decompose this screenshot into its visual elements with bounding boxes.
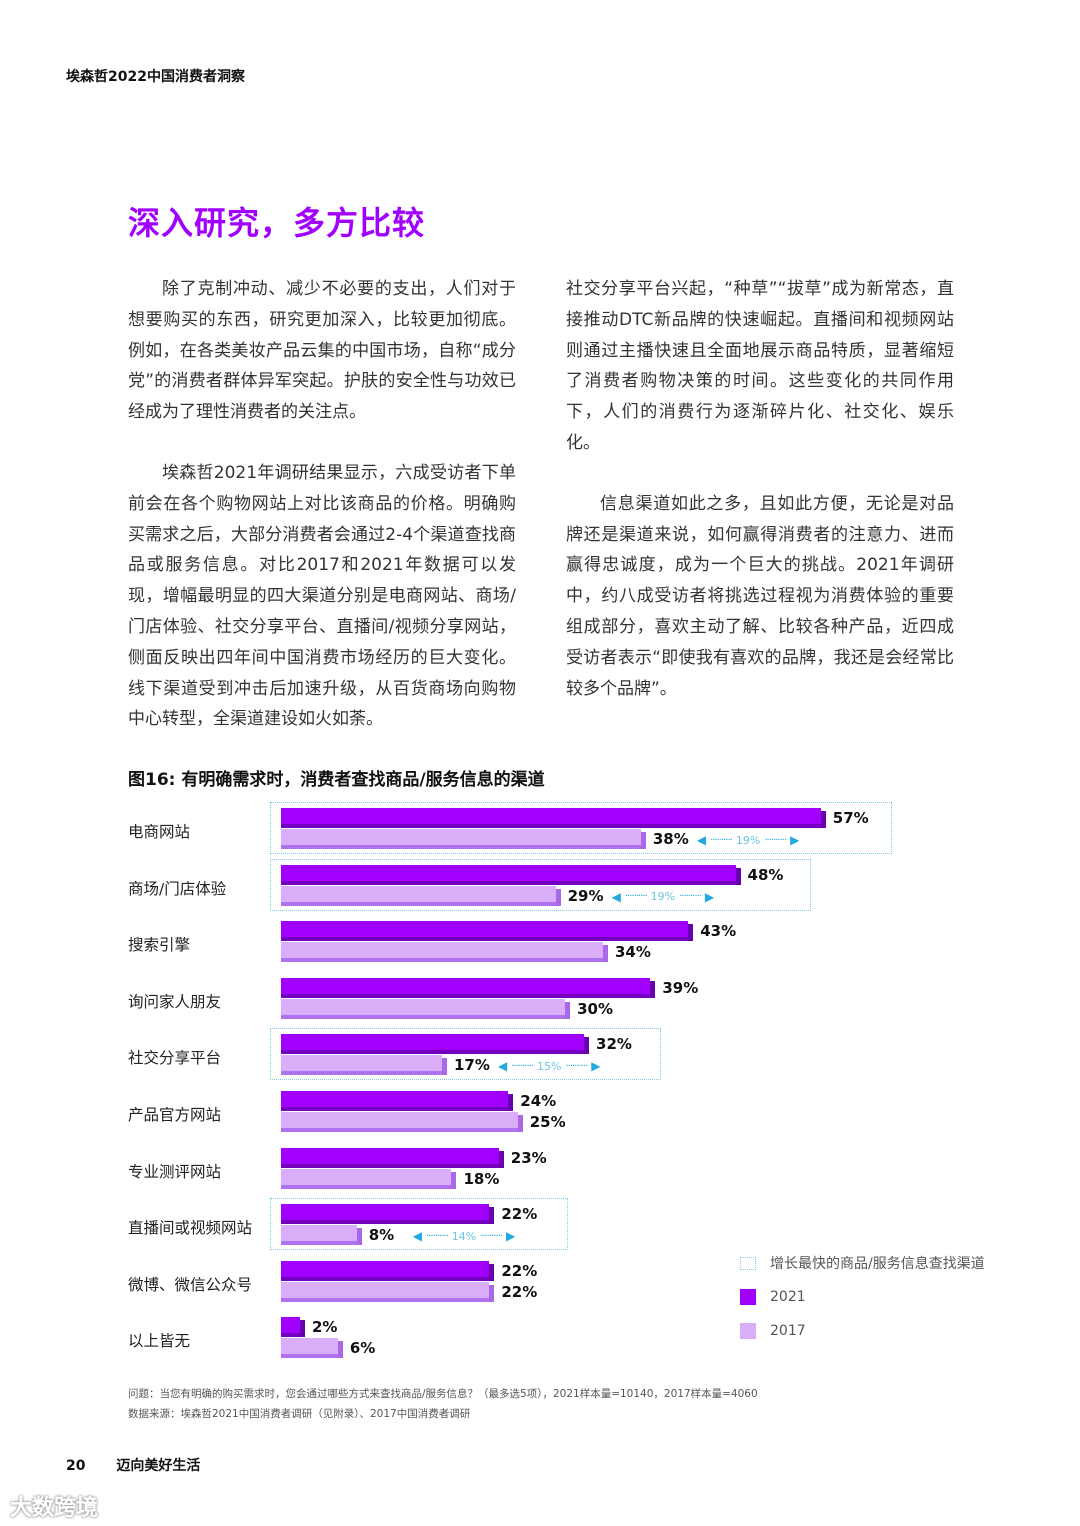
arrow-right-icon: ▶ xyxy=(704,889,715,904)
paragraph: 埃森哲2021年调研结果显示，六成受访者下单前会在各个购物网站上对比该商品的价格… xyxy=(128,462,516,730)
value-label-2021: 48% xyxy=(747,865,784,884)
bar-2017 xyxy=(281,829,646,849)
growth-annotation: ◀ ·········· 19% ·········· ▶ xyxy=(696,833,800,847)
bar-2021 xyxy=(281,1204,495,1225)
category-label: 询问家人朋友 xyxy=(128,992,222,1011)
bar-2017 xyxy=(281,1225,362,1246)
value-label-2021: 23% xyxy=(510,1148,547,1167)
bar-2017 xyxy=(281,1338,343,1359)
value-label-2017: 8% xyxy=(368,1226,395,1245)
category-label: 专业测评网站 xyxy=(128,1162,222,1181)
value-label-2017: 17% xyxy=(453,1056,490,1075)
bar-2017 xyxy=(281,998,571,1019)
highlight-box xyxy=(270,1198,568,1251)
arrow-left-icon: ◀ xyxy=(611,889,621,904)
value-label-2017: 22% xyxy=(501,1282,538,1301)
growth-annotation: ◀ ·········· 19% ·········· ▶ xyxy=(611,889,715,904)
watermark: 大数跨境 xyxy=(10,1496,99,1521)
arrow-left-icon: ◀ xyxy=(696,833,707,847)
category-label: 商场/门店体验 xyxy=(128,879,227,898)
bar-2021 xyxy=(281,921,694,942)
body-column-right: 社交分享平台兴起，“种草”“拔草”成为新常态，直接推动DTC新品牌的快速崛起。直… xyxy=(566,274,954,734)
category-label: 电商网站 xyxy=(128,823,191,841)
bar-2021 xyxy=(281,1091,514,1111)
category-label: 搜索引擎 xyxy=(128,936,191,955)
question-note: 问题：当您有明确的购买需求时，您会通过哪些方式来查找商品/服务信息？（最多选5项… xyxy=(128,1388,758,1400)
value-label-2017: 38% xyxy=(652,830,689,848)
body-column-left: 除了克制冲动、减少不必要的支出，人们对于想要购买的东西，研究更加深入，比较更加彻… xyxy=(128,274,516,765)
value-label-2021: 43% xyxy=(700,922,737,941)
swatch-2021-icon xyxy=(740,1289,756,1305)
bar-2021 xyxy=(281,808,826,828)
page-footer: 20 迈向美好生活 xyxy=(66,1455,200,1475)
paragraph: 信息渠道如此之多，且如此方便，无论是对品牌还是渠道来说，如何赢得消费者的注意力、… xyxy=(566,493,954,699)
swatch-2017-icon xyxy=(740,1323,756,1339)
growth-annotation: ◀ ·········· 14% ·········· ▶ xyxy=(412,1229,516,1244)
value-label-2021: 32% xyxy=(596,1035,632,1054)
value-label-2021: 57% xyxy=(832,809,869,827)
value-label-2017: 30% xyxy=(577,999,613,1018)
arrow-right-icon: ▶ xyxy=(790,833,800,847)
value-label-2021: 2% xyxy=(311,1318,338,1337)
value-label-2021: 22% xyxy=(501,1205,538,1224)
arrow-left-icon: ◀ xyxy=(412,1229,422,1244)
chart-legend: 增长最快的商品/服务信息查找渠道 2021 2017 xyxy=(740,1246,985,1348)
paragraph: 除了克制冲动、减少不必要的支出，人们对于想要购买的东西，研究更加深入，比较更加彻… xyxy=(128,279,516,423)
bar-2017 xyxy=(281,1112,523,1132)
bar-2021 xyxy=(281,1317,305,1338)
category-label: 以上皆无 xyxy=(128,1332,191,1351)
arrow-right-icon: ▶ xyxy=(591,1059,601,1074)
source-note: 数据来源：埃森哲2021中国消费者调研（见附录）、2017中国消费者调研 xyxy=(128,1408,471,1420)
page-number: 20 xyxy=(66,1458,86,1474)
category-label: 产品官方网站 xyxy=(128,1106,222,1124)
bar-2021 xyxy=(281,1260,495,1281)
dotted-box-icon xyxy=(740,1256,756,1270)
legend-item-highlight: 增长最快的商品/服务信息查找渠道 xyxy=(740,1246,985,1280)
legend-item-2021: 2021 xyxy=(740,1280,985,1314)
value-label-2017: 34% xyxy=(614,943,651,962)
footer-section-name: 迈向美好生活 xyxy=(116,1458,201,1474)
section-title: 深入研究，多方比较 xyxy=(128,204,426,242)
value-label-2017: 25% xyxy=(529,1113,566,1131)
running-title: 埃森哲2022中国消费者洞察 xyxy=(66,69,245,85)
value-label-2017: 18% xyxy=(463,1169,500,1188)
legend-item-2017: 2017 xyxy=(740,1314,985,1348)
arrow-right-icon: ▶ xyxy=(506,1229,516,1244)
bar-2021 xyxy=(281,1034,590,1055)
category-label: 微博、微信公众号 xyxy=(128,1275,253,1294)
bar-2017 xyxy=(281,942,608,963)
category-label: 直播间或视频网站 xyxy=(128,1219,253,1238)
figure-title: 图16: 有明确需求时，消费者查找商品/服务信息的渠道 xyxy=(128,770,545,790)
bar-2017 xyxy=(281,1055,447,1076)
highlight-box xyxy=(270,1028,661,1081)
bar-2021 xyxy=(281,864,741,885)
bar-2017 xyxy=(281,1281,495,1302)
value-label-2017: 29% xyxy=(567,886,604,905)
value-label-2021: 22% xyxy=(501,1261,538,1280)
value-label-2021: 39% xyxy=(662,978,699,997)
paragraph: 社交分享平台兴起，“种草”“拔草”成为新常态，直接推动DTC新品牌的快速崛起。直… xyxy=(566,279,954,453)
category-label: 社交分享平台 xyxy=(128,1049,222,1068)
value-label-2017: 6% xyxy=(349,1339,376,1358)
highlight-box xyxy=(270,858,811,911)
arrow-left-icon: ◀ xyxy=(497,1059,508,1074)
growth-annotation: ◀ ·········· 15% ·········· ▶ xyxy=(497,1059,601,1074)
bar-2017 xyxy=(281,885,561,906)
bar-2021 xyxy=(281,977,656,998)
value-label-2021: 24% xyxy=(520,1092,557,1110)
highlight-box xyxy=(270,802,892,854)
bar-2021 xyxy=(281,1147,504,1168)
bar-2017 xyxy=(281,1168,457,1189)
